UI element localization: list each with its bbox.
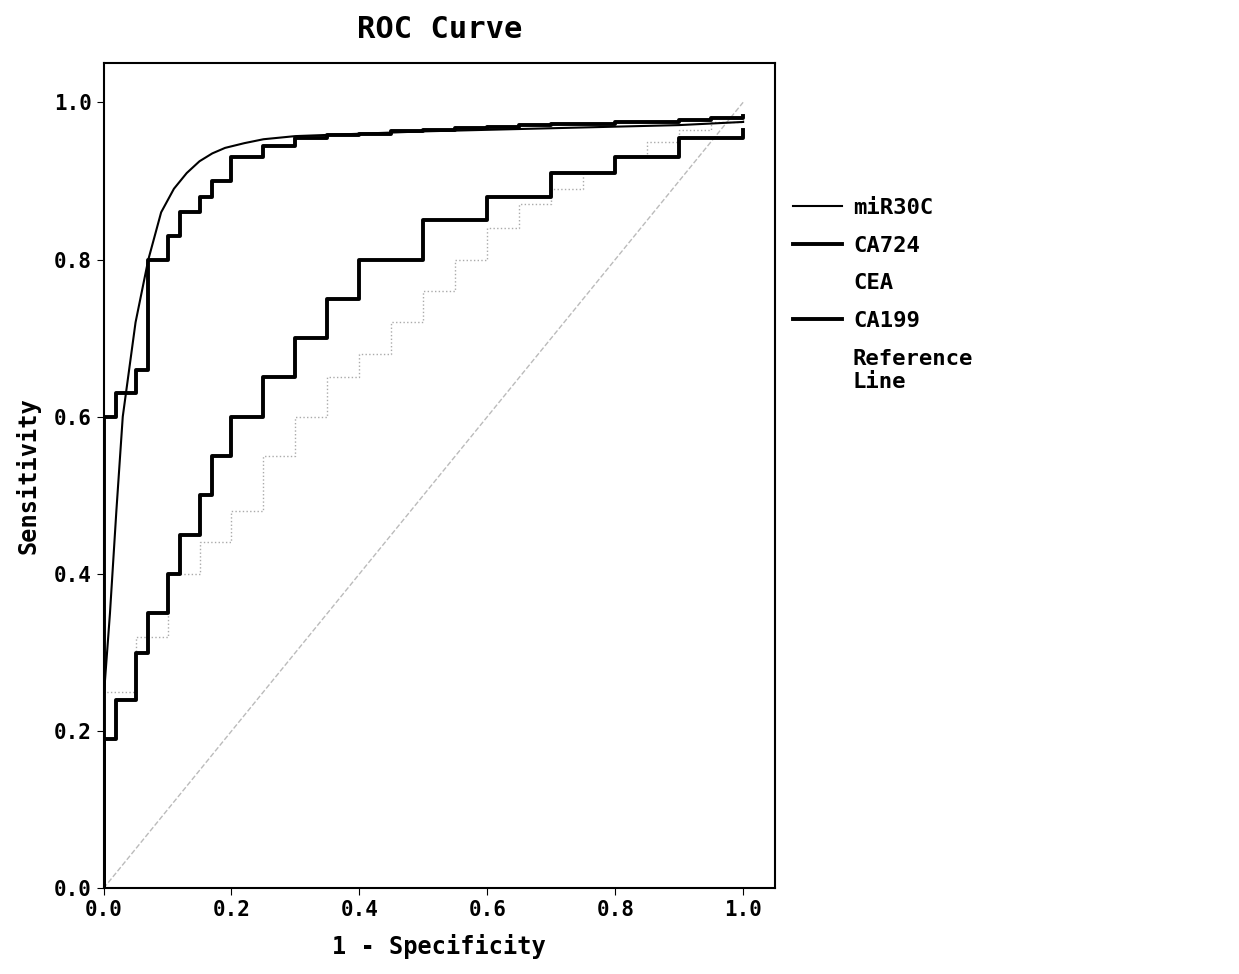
X-axis label: 1 - Specificity: 1 - Specificity: [332, 934, 546, 959]
Title: ROC Curve: ROC Curve: [357, 15, 522, 44]
Legend: miR30C, CA724, CEA, CA199, Reference
Line: miR30C, CA724, CEA, CA199, Reference Lin…: [793, 198, 974, 393]
Y-axis label: Sensitivity: Sensitivity: [15, 397, 40, 554]
